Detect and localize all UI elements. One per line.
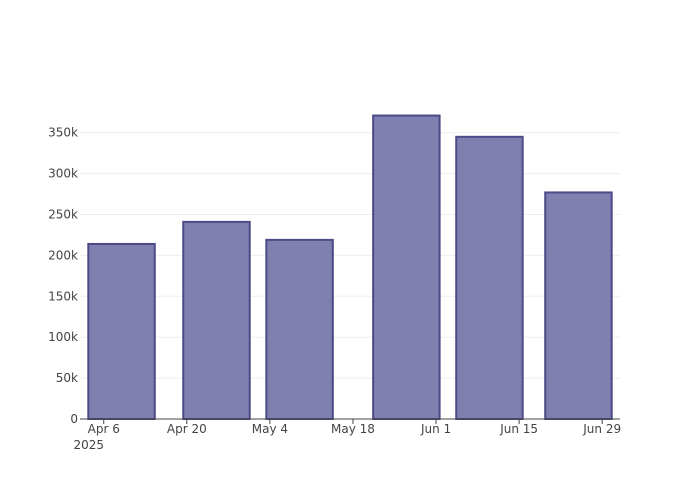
- bar: [544, 191, 613, 420]
- y-tick-label: 150k: [48, 289, 78, 303]
- bar: [455, 135, 524, 421]
- x-tick-label: Jun 15: [499, 422, 538, 436]
- x-tick-label-line: May 4: [252, 422, 288, 436]
- x-tick-label-line: Apr 20: [167, 422, 207, 436]
- y-tick-label: 0: [70, 412, 78, 426]
- x-tick-label: Apr 6 2025: [73, 422, 119, 452]
- x-tick-label-line: Jun 15: [499, 422, 538, 436]
- x-tick-label-line: Jun 1: [420, 422, 451, 436]
- bar: [182, 220, 251, 420]
- y-tick-label: 250k: [48, 208, 78, 222]
- x-tick-label: May 18: [331, 422, 375, 436]
- x-tick-label-line: May 18: [331, 422, 375, 436]
- x-tick-label-line: Apr 6: [88, 422, 120, 436]
- y-tick-label: 200k: [48, 248, 78, 262]
- bar: [87, 242, 156, 420]
- x-tick-label: May 4: [252, 422, 288, 436]
- y-tick-label: 100k: [48, 330, 78, 344]
- bar: [265, 238, 334, 420]
- x-tick-label: Apr 20: [167, 422, 207, 436]
- bar: [372, 114, 441, 421]
- x-tick-label-line: 2025: [73, 438, 104, 452]
- y-tick-label: 300k: [48, 167, 78, 181]
- y-tick-label: 50k: [56, 371, 78, 385]
- y-tick-label: 350k: [48, 126, 78, 140]
- x-tick-label-line: Jun 29: [582, 422, 621, 436]
- x-tick-label: Jun 1: [420, 422, 451, 436]
- x-tick-label: Jun 29: [582, 422, 621, 436]
